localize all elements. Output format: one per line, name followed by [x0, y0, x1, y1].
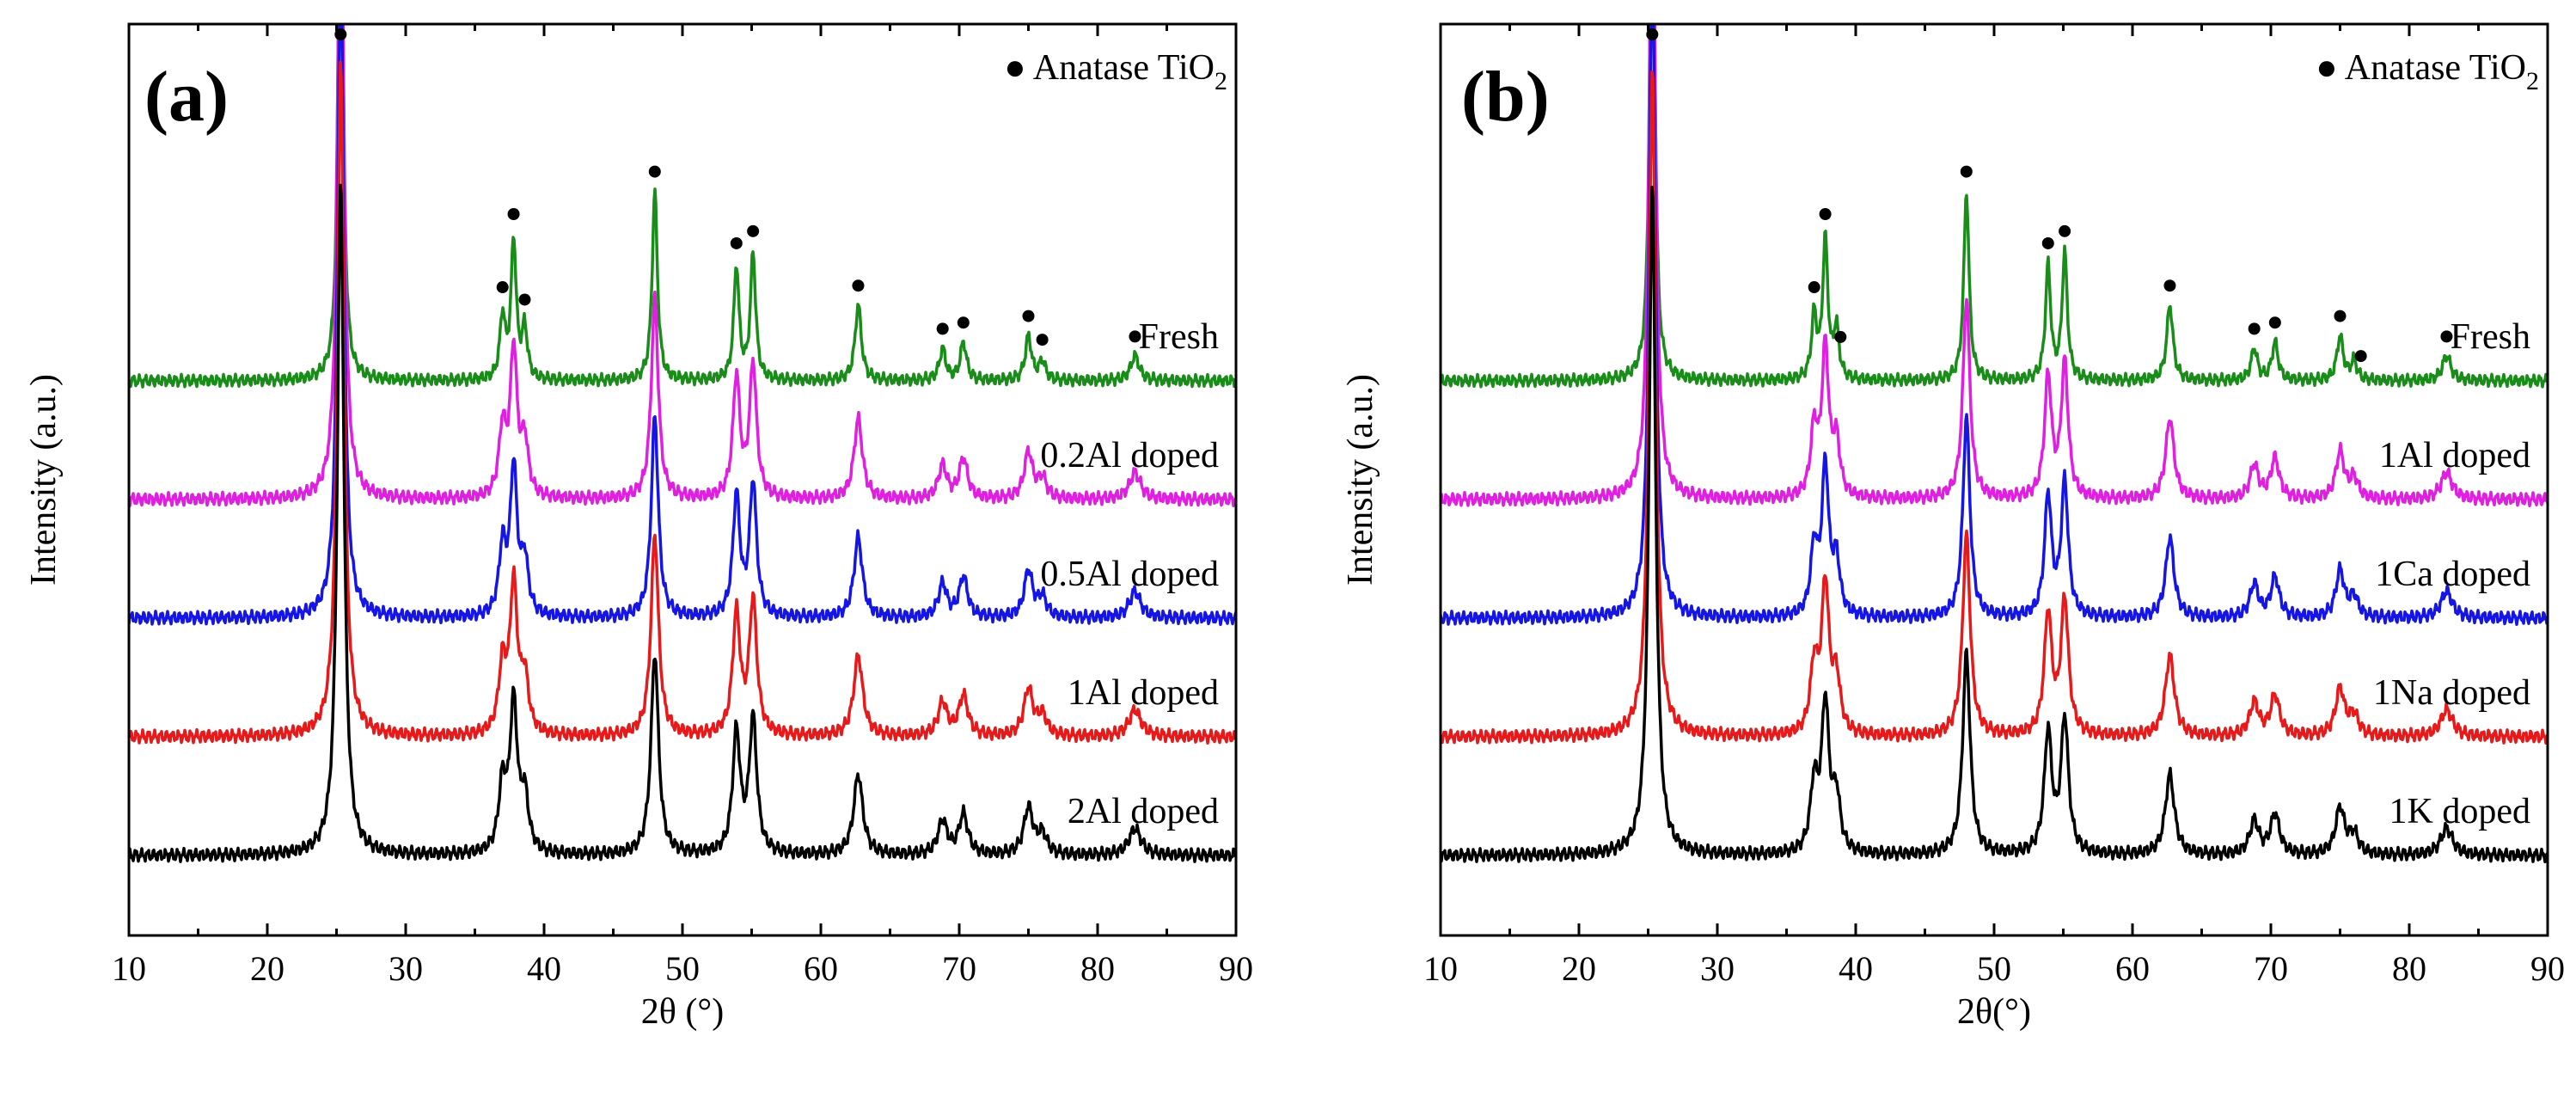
panel-label: (b) [1461, 57, 1550, 137]
x-tick-label: 30 [1700, 949, 1735, 988]
x-tick-label: 40 [527, 949, 561, 988]
peak-marker [1819, 208, 1832, 221]
peak-marker [730, 236, 743, 249]
series-line-1al-doped [129, 60, 1236, 745]
peak-marker [1129, 330, 1141, 343]
x-tick-label: 20 [250, 949, 285, 988]
x-tick-label: 10 [112, 949, 146, 988]
peak-marker [1834, 330, 1847, 343]
x-tick-label: 10 [1423, 949, 1458, 988]
peak-marker [2059, 224, 2071, 237]
plot-frame [1439, 22, 2549, 937]
peak-marker [2268, 316, 2281, 329]
series-label: Fresh [1139, 317, 1219, 357]
series-label: 2Al doped [1068, 792, 1219, 831]
series-line-1al-doped [1441, 24, 2548, 508]
peak-marker [334, 28, 347, 40]
peak-marker [518, 293, 531, 306]
x-tick-label: 80 [2392, 949, 2426, 988]
legend-label: Anatase TiO [2345, 48, 2526, 88]
x-tick-label: 90 [2530, 949, 2565, 988]
legend-anatase: ● Anatase TiO2 [2316, 48, 2539, 95]
x-tick-label: 80 [1080, 949, 1115, 988]
x-tick-label: 70 [942, 949, 976, 988]
series-label: 0.5Al doped [1040, 555, 1219, 594]
peak-marker [496, 281, 509, 294]
series-label: 1Na doped [2373, 673, 2530, 713]
peak-marker [2334, 310, 2347, 322]
peak-marker [747, 224, 760, 237]
x-tick-label: 50 [1977, 949, 2011, 988]
series-line-1na-doped [1441, 70, 2548, 745]
legend-marker: ● [2316, 48, 2345, 88]
series-label: 1Al doped [2379, 436, 2530, 475]
series-line-2al-doped [129, 183, 1236, 863]
legend-subscript: 2 [2526, 67, 2539, 95]
peak-marker [1960, 165, 1973, 178]
series-line-0-5al-doped [129, 24, 1236, 627]
series-line-1ca-doped [1441, 24, 2548, 627]
legend-marker: ● [1004, 48, 1033, 88]
series-label: 1K doped [2389, 792, 2530, 831]
peak-marker [2440, 330, 2453, 343]
series-line-1k-doped [1441, 185, 2548, 864]
series-label: 1Ca doped [2375, 555, 2530, 594]
legend-anatase: ● Anatase TiO2 [1004, 48, 1227, 95]
legend-label: Anatase TiO [1033, 48, 1215, 88]
peak-marker [2041, 236, 2054, 249]
peak-marker [507, 208, 520, 221]
panel-label: (a) [144, 57, 229, 137]
series-label: 0.2Al doped [1040, 436, 1219, 475]
series-line-fresh [1441, 24, 2548, 389]
series-label: Fresh [2451, 317, 2530, 357]
peak-marker [648, 165, 661, 178]
x-tick-label: 60 [2115, 949, 2150, 988]
x-tick-label: 20 [1562, 949, 1596, 988]
x-axis-title: 2θ (°) [641, 992, 724, 1032]
x-tick-label: 40 [1839, 949, 1873, 988]
peak-marker [1808, 281, 1820, 294]
panel-a: Fresh 0.2Al doped 0.5Al doped 1Al doped 2Al … [24, 22, 1253, 1032]
y-axis-title: Intensity (a.u.) [1341, 374, 1380, 586]
x-tick-label: 50 [665, 949, 700, 988]
x-tick-label: 90 [1219, 949, 1253, 988]
series-line-0-2al-doped [129, 24, 1236, 508]
x-tick-label: 30 [389, 949, 423, 988]
series-line-fresh [129, 24, 1236, 389]
peak-marker [1646, 28, 1659, 40]
peak-marker [936, 322, 949, 335]
legend-subscript: 2 [1215, 67, 1227, 95]
x-axis-title: 2θ(°) [1957, 992, 2031, 1032]
peak-marker [1036, 334, 1049, 346]
peak-marker [2248, 322, 2261, 335]
series-label: 1Al doped [1068, 673, 1219, 713]
peak-marker [2163, 279, 2176, 292]
x-tick-label: 70 [2254, 949, 2288, 988]
y-axis-title: Intensity (a.u.) [24, 374, 64, 586]
peak-marker [2354, 350, 2367, 363]
peak-marker [852, 279, 865, 292]
panel-b: Fresh 1Al doped 1Ca doped 1Na doped 1K doped… [1341, 22, 2565, 1032]
x-tick-label: 60 [804, 949, 838, 988]
peak-marker [1022, 310, 1035, 322]
peak-marker [957, 316, 970, 329]
